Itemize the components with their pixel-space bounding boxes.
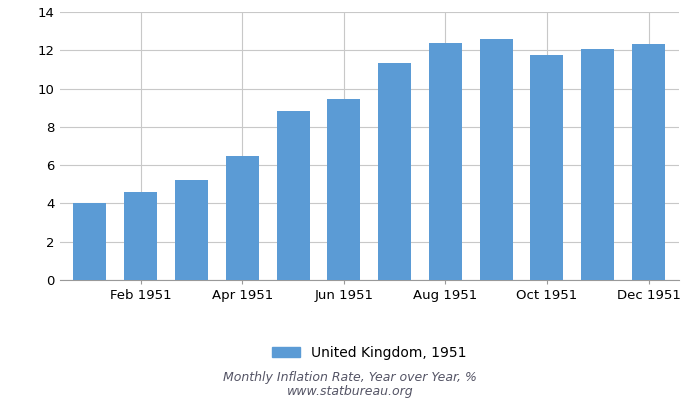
Bar xyxy=(581,49,615,280)
Bar xyxy=(632,44,665,280)
Bar xyxy=(276,111,309,280)
Bar xyxy=(124,192,158,280)
Bar xyxy=(378,63,411,280)
Bar xyxy=(74,203,106,280)
Bar xyxy=(328,99,360,280)
Bar xyxy=(429,43,462,280)
Text: www.statbureau.org: www.statbureau.org xyxy=(287,385,413,398)
Bar xyxy=(226,156,259,280)
Legend: United Kingdom, 1951: United Kingdom, 1951 xyxy=(267,340,472,366)
Bar xyxy=(480,39,512,280)
Bar xyxy=(175,180,208,280)
Bar xyxy=(531,55,564,280)
Text: Monthly Inflation Rate, Year over Year, %: Monthly Inflation Rate, Year over Year, … xyxy=(223,372,477,384)
